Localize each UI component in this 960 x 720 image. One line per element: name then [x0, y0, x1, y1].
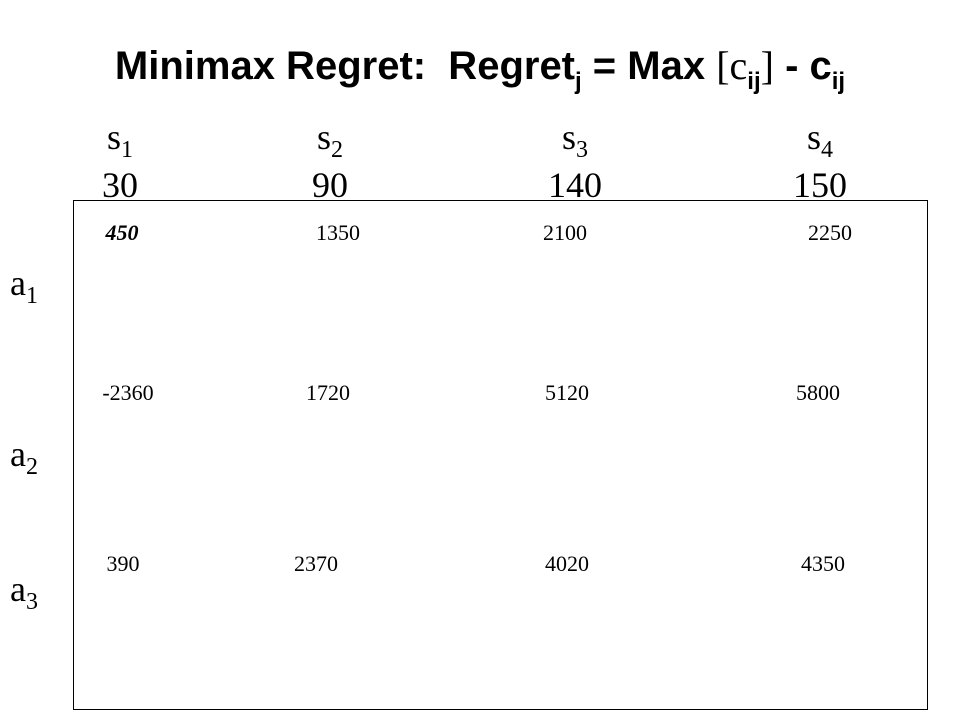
title-bracket: ]	[760, 43, 774, 88]
row-letter: a	[10, 263, 26, 303]
cell-value: -2360	[102, 380, 154, 405]
column-letter: s	[806, 117, 822, 157]
matrix-box	[73, 200, 928, 710]
cell-value: 1720	[306, 380, 350, 405]
cell-value: 4020	[545, 551, 589, 576]
cell-value: 1350	[316, 220, 360, 245]
row-label: a2	[10, 433, 38, 481]
cell-value: 5800	[796, 380, 840, 405]
column-value: 140	[548, 165, 602, 205]
column-value: 150	[793, 165, 847, 205]
row-subscript: 1	[25, 283, 38, 309]
cell-value: 2370	[294, 551, 338, 576]
cell-value: 4350	[801, 551, 845, 576]
title-subscript: ij	[747, 68, 761, 95]
title-text: - c	[773, 44, 832, 88]
column-subscript: 1	[121, 137, 134, 163]
column-label: s3	[562, 116, 588, 164]
column-label: s1	[107, 116, 133, 164]
row-label: a3	[10, 568, 38, 616]
row-letter: a	[10, 569, 26, 609]
column-label: s4	[807, 116, 833, 164]
column-letter: s	[106, 117, 122, 157]
row-subscript: 2	[25, 454, 38, 480]
slide-title: Minimax Regret: Regretj = Max [cij] - ci…	[0, 42, 960, 96]
row-letter: a	[10, 434, 26, 474]
column-letter: s	[561, 117, 577, 157]
title-subscript: j	[575, 68, 582, 95]
column-value: 30	[102, 165, 138, 205]
row-label: a1	[10, 262, 38, 310]
column-label: s2	[317, 116, 343, 164]
title-subscript: ij	[831, 68, 846, 95]
title-text: Minimax Regret: Regret	[114, 44, 576, 88]
title-bracket: [c	[716, 43, 748, 88]
title-text: = Max	[581, 44, 717, 88]
cell-value: 2100	[543, 220, 587, 245]
row-subscript: 3	[25, 589, 38, 615]
column-subscript: 4	[821, 137, 834, 163]
cell-value: 390	[106, 551, 140, 576]
column-subscript: 2	[331, 137, 344, 163]
column-subscript: 3	[576, 137, 589, 163]
column-value: 90	[312, 165, 348, 205]
cell-value: 2250	[808, 220, 852, 245]
cell-value: 450	[105, 220, 139, 245]
column-letter: s	[316, 117, 332, 157]
cell-value: 5120	[545, 380, 589, 405]
